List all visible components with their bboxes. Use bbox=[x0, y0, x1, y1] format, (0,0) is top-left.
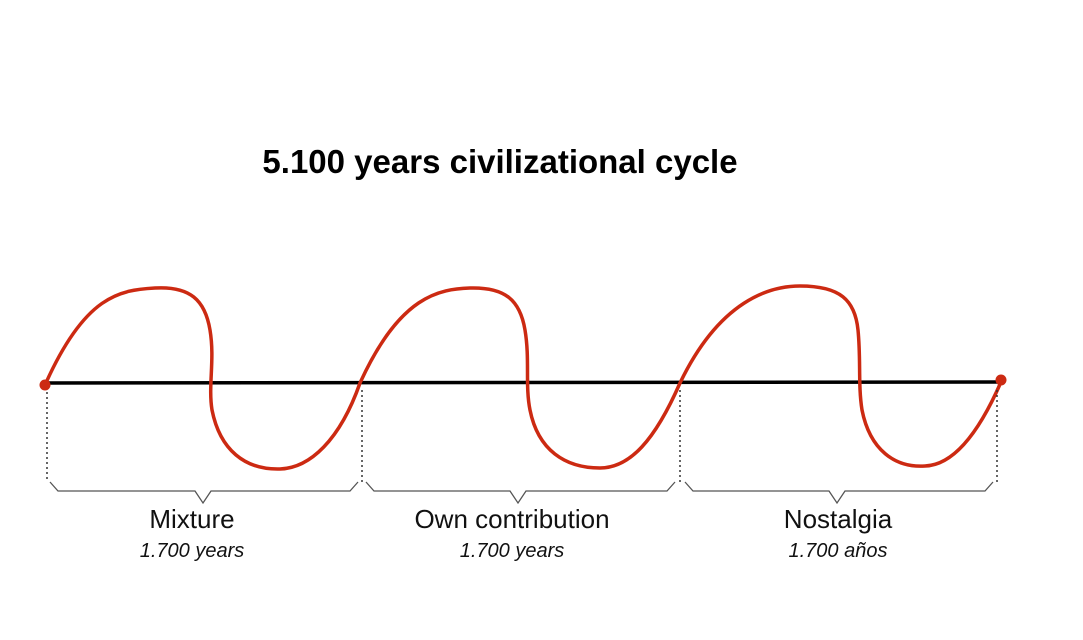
start-dot bbox=[39, 379, 51, 391]
diagram-title: 5.100 years civilizational cycle bbox=[262, 143, 738, 180]
segment-name-mixture: Mixture bbox=[149, 504, 234, 534]
timeline-axis bbox=[44, 380, 1002, 385]
segment-duration-own-contribution: 1.700 years bbox=[460, 540, 565, 562]
segment-name-own-contribution: Own contribution bbox=[414, 504, 609, 534]
segment-duration-nostalgia: 1.700 años bbox=[789, 540, 888, 562]
cycle-wave bbox=[43, 284, 1003, 471]
end-dot bbox=[995, 374, 1007, 386]
segment-duration-mixture: 1.700 years bbox=[140, 540, 245, 562]
segment-brace-3 bbox=[684, 481, 994, 505]
segment-brace-1 bbox=[49, 481, 359, 505]
segment-name-nostalgia: Nostalgia bbox=[784, 504, 893, 534]
segment-brace-2 bbox=[365, 481, 676, 505]
